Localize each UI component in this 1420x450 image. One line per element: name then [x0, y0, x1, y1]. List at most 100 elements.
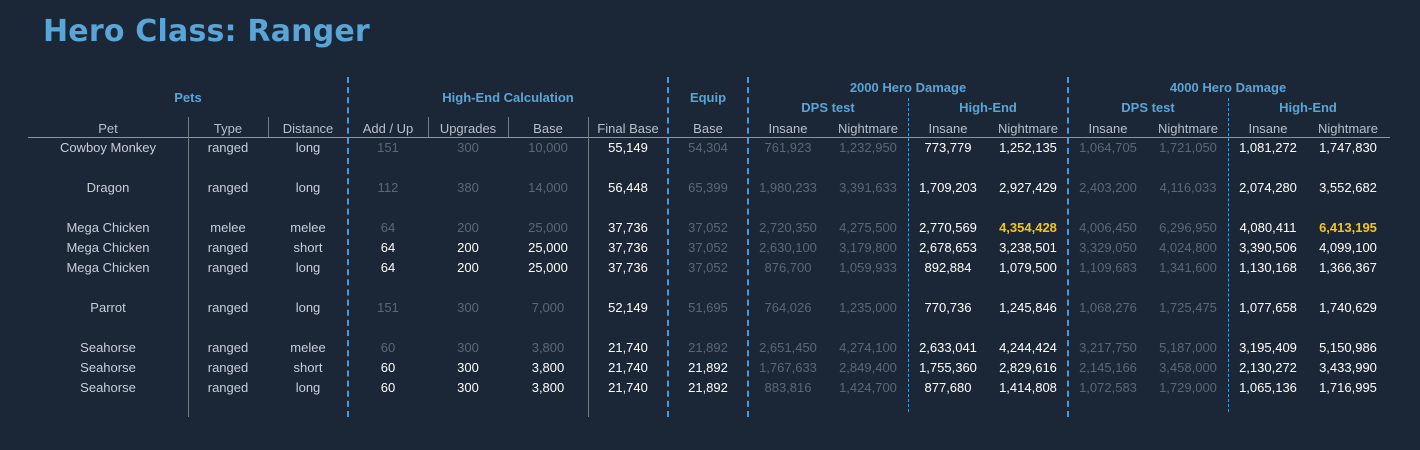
table-cell: 3,433,990 — [1319, 360, 1377, 375]
column-header: Insane — [928, 121, 968, 136]
table-cell: melee — [290, 220, 326, 235]
table-cell: ranged — [207, 140, 249, 155]
table-cell: 56,448 — [608, 180, 648, 195]
table-cell: 1,366,367 — [1319, 260, 1377, 275]
table-cell: long — [295, 380, 321, 395]
table-cell: 25,000 — [528, 260, 568, 275]
table-cell: 1,079,500 — [999, 260, 1057, 275]
table-cell: 3,552,682 — [1319, 180, 1377, 195]
column-header: Nightmare — [838, 121, 898, 136]
table-cell: 4,024,800 — [1159, 240, 1217, 255]
table-cell: 2,927,429 — [999, 180, 1057, 195]
table-cell: 1,721,050 — [1159, 140, 1217, 155]
table-cell: 25,000 — [528, 240, 568, 255]
column-header: Insane — [1088, 121, 1128, 136]
table-cell: 3,390,506 — [1239, 240, 1297, 255]
section-divider — [347, 77, 349, 417]
subsection-divider — [1228, 98, 1229, 412]
table-cell: 3,458,000 — [1159, 360, 1217, 375]
table-cell: 3,329,050 — [1079, 240, 1137, 255]
table-cell: 300 — [457, 360, 479, 375]
table-cell: Mega Chicken — [66, 220, 150, 235]
header-underline — [28, 137, 1390, 138]
table-cell: 1,068,276 — [1079, 300, 1137, 315]
table-cell: 3,217,750 — [1079, 340, 1137, 355]
table-cell: 300 — [457, 140, 479, 155]
table-cell: 1,081,272 — [1239, 140, 1297, 155]
table-cell: Dragon — [86, 180, 130, 195]
group-header-pets: Pets — [174, 90, 202, 105]
table-cell: ranged — [207, 360, 249, 375]
table-cell: 1,716,995 — [1319, 380, 1377, 395]
table-cell: 10,000 — [528, 140, 568, 155]
table-cell: 37,052 — [688, 240, 728, 255]
table-cell: 65,399 — [688, 180, 728, 195]
table-cell: 7,000 — [531, 300, 565, 315]
table-cell: 1,725,475 — [1159, 300, 1217, 315]
table-cell: Parrot — [90, 300, 126, 315]
table-cell: 37,736 — [608, 220, 648, 235]
group-header-equip: Equip — [689, 90, 727, 105]
column-header: Base — [533, 121, 563, 136]
table-cell: 876,700 — [764, 260, 812, 275]
table-cell: long — [295, 300, 321, 315]
table-cell: 3,800 — [531, 380, 565, 395]
table-cell: 2,633,041 — [919, 340, 977, 355]
table-cell: 1,065,136 — [1239, 380, 1297, 395]
table-cell: ranged — [207, 300, 249, 315]
table-cell: 877,680 — [924, 380, 972, 395]
table-cell: 773,779 — [924, 140, 972, 155]
table-cell: 25,000 — [528, 220, 568, 235]
table-cell: 1,709,203 — [919, 180, 977, 195]
table-cell: 3,238,501 — [999, 240, 1057, 255]
table-cell: short — [293, 240, 323, 255]
column-divider — [428, 117, 429, 137]
subgroup-dps-test-4000: DPS test — [1121, 100, 1175, 115]
subsection-divider — [908, 98, 909, 412]
table-cell: Cowboy Monkey — [59, 140, 157, 155]
table-cell: 1,980,233 — [759, 180, 817, 195]
table-cell: 770,736 — [924, 300, 972, 315]
table-cell: melee — [210, 220, 246, 235]
column-header: Base — [693, 121, 723, 136]
table-cell: ranged — [207, 380, 249, 395]
column-header: Nightmare — [1318, 121, 1378, 136]
table-cell: 2,130,272 — [1239, 360, 1297, 375]
table-cell: 6,413,195 — [1319, 220, 1377, 235]
table-cell: 37,052 — [688, 260, 728, 275]
table-cell: 1,064,705 — [1079, 140, 1137, 155]
table-cell: 883,816 — [764, 380, 812, 395]
table-cell: 300 — [457, 300, 479, 315]
table-cell: long — [295, 140, 321, 155]
table-cell: 151 — [377, 300, 399, 315]
table-cell: Mega Chicken — [66, 260, 150, 275]
table-cell: 3,800 — [531, 360, 565, 375]
table-cell: 200 — [457, 240, 479, 255]
table-cell: 4,099,100 — [1319, 240, 1377, 255]
table-cell: 4,080,411 — [1239, 220, 1297, 235]
table-cell: 1,414,808 — [999, 380, 1057, 395]
table-cell: 37,736 — [608, 240, 648, 255]
table-cell: 2,720,350 — [759, 220, 817, 235]
column-header: Insane — [768, 121, 808, 136]
table-cell: 200 — [457, 260, 479, 275]
table-cell: 761,923 — [764, 140, 812, 155]
table-cell: 14,000 — [528, 180, 568, 195]
table-cell: 3,391,633 — [839, 180, 897, 195]
table-cell: short — [293, 360, 323, 375]
table-cell: 1,130,168 — [1239, 260, 1297, 275]
table-cell: 1,341,600 — [1159, 260, 1217, 275]
column-divider — [268, 117, 269, 137]
table-cell: 380 — [457, 180, 479, 195]
column-header: Distance — [282, 121, 334, 136]
table-cell: 1,252,135 — [999, 140, 1057, 155]
table-cell: 21,892 — [688, 380, 728, 395]
column-header: Insane — [1248, 121, 1288, 136]
table-cell: 64 — [380, 220, 396, 235]
table-cell: 1,424,700 — [839, 380, 897, 395]
table-cell: 64 — [380, 260, 396, 275]
table-cell: 6,296,950 — [1159, 220, 1217, 235]
table-cell: Seahorse — [80, 360, 136, 375]
table-cell: 2,074,280 — [1239, 180, 1297, 195]
table-cell: 5,187,000 — [1159, 340, 1217, 355]
